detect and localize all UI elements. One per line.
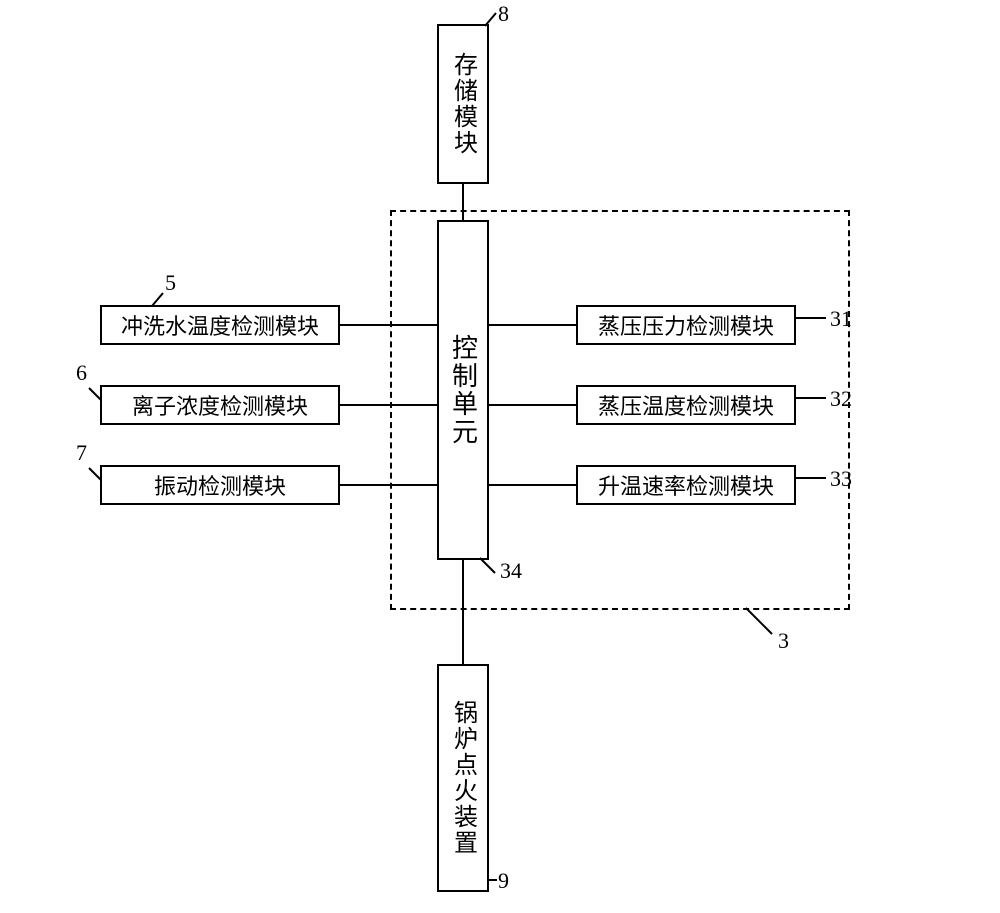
wash-temp-label: 冲洗水温度检测模块 [121,309,319,341]
ref-3: 3 [778,628,789,654]
connector [489,484,576,486]
heat-rate-label: 升温速率检测模块 [598,469,774,501]
connector [340,404,437,406]
steam-pressure-label: 蒸压压力检测模块 [598,309,774,341]
steam-temp-label: 蒸压温度检测模块 [598,389,774,421]
ref-32: 32 [830,386,852,412]
heat-rate-module: 升温速率检测模块 [576,465,796,505]
connector [489,324,576,326]
ion-module: 离子浓度检测模块 [100,385,340,425]
connector [462,184,464,220]
storage-label: 存储模块 [446,52,481,156]
control-unit: 控制单元 [437,220,489,560]
ref-33: 33 [830,466,852,492]
ref-5: 5 [165,270,176,296]
connector [462,560,464,664]
control-label: 控制单元 [445,334,482,446]
steam-temp-module: 蒸压温度检测模块 [576,385,796,425]
connector [340,324,437,326]
ion-label: 离子浓度检测模块 [132,389,308,421]
ref-34: 34 [500,558,522,584]
ref-31: 31 [830,306,852,332]
wash-temp-module: 冲洗水温度检测模块 [100,305,340,345]
steam-pressure-module: 蒸压压力检测模块 [576,305,796,345]
ref-7: 7 [76,440,87,466]
boiler-label: 锅炉点火装置 [446,700,481,856]
vibration-module: 振动检测模块 [100,465,340,505]
storage-module: 存储模块 [437,24,489,184]
ref-9: 9 [498,868,509,894]
connector [340,484,437,486]
ref-6: 6 [76,360,87,386]
ref-8: 8 [498,1,509,27]
boiler-ignition: 锅炉点火装置 [437,664,489,892]
connector [489,404,576,406]
vibration-label: 振动检测模块 [154,469,286,501]
